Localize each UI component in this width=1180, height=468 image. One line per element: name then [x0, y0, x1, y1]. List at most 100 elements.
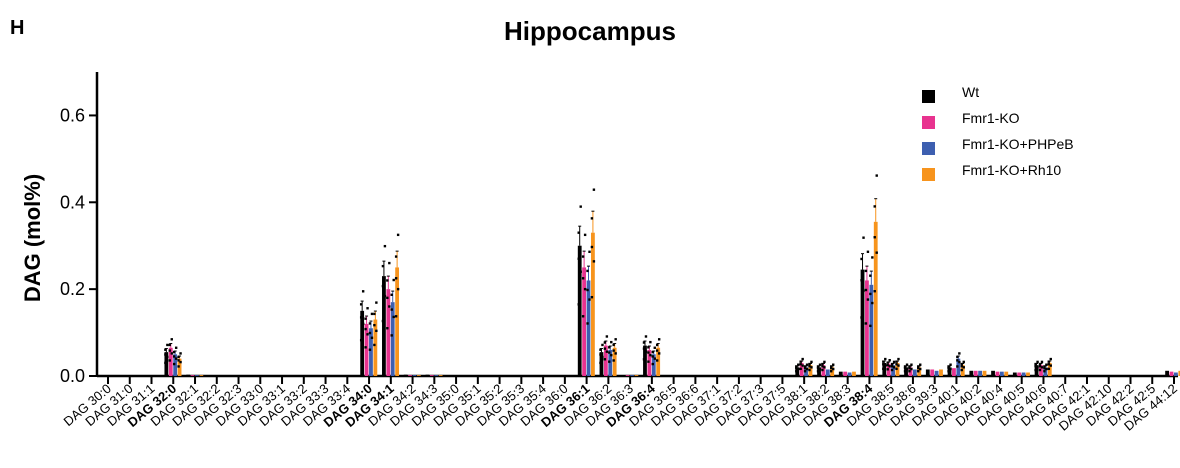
data-point	[799, 360, 802, 363]
data-point	[892, 360, 896, 364]
data-point	[655, 343, 659, 347]
data-point	[361, 322, 365, 326]
bar	[647, 349, 652, 376]
data-point	[174, 346, 178, 349]
data-point	[816, 366, 820, 370]
data-point	[364, 327, 367, 331]
legend-label: Fmr1-KO+Rh10	[962, 162, 1061, 178]
data-point	[373, 323, 376, 327]
data-point	[873, 205, 876, 208]
data-point	[359, 338, 363, 342]
data-point	[1034, 365, 1037, 368]
data-point	[903, 366, 907, 370]
bar	[930, 369, 935, 376]
data-point	[581, 315, 585, 318]
data-point	[590, 295, 594, 299]
data-point	[608, 360, 611, 363]
data-point	[581, 277, 585, 280]
data-point	[1038, 362, 1042, 366]
data-point	[605, 335, 609, 338]
bar	[369, 328, 373, 376]
bar	[1169, 371, 1174, 376]
data-point	[375, 329, 378, 333]
bar	[395, 267, 400, 376]
data-point	[392, 315, 395, 319]
bar	[995, 371, 1000, 376]
data-point	[821, 365, 824, 368]
data-point	[396, 233, 400, 237]
data-point	[808, 362, 811, 366]
data-point	[1045, 367, 1048, 371]
legend-swatch	[922, 142, 935, 155]
bar	[603, 345, 608, 376]
data-point	[649, 340, 652, 344]
bar	[1017, 372, 1022, 376]
data-point	[888, 365, 891, 368]
data-point	[805, 363, 809, 366]
data-point	[586, 288, 589, 292]
data-point	[830, 366, 833, 370]
data-point	[644, 350, 648, 353]
data-point	[962, 360, 965, 364]
data-point	[875, 174, 878, 177]
data-point	[919, 367, 922, 371]
data-point	[860, 257, 863, 261]
data-point	[592, 260, 596, 263]
data-point	[1049, 364, 1052, 367]
data-point	[958, 352, 961, 355]
data-point	[1038, 368, 1042, 372]
data-point	[917, 370, 920, 373]
data-point	[366, 333, 369, 336]
data-point	[603, 358, 607, 361]
data-point	[801, 364, 804, 367]
data-point	[657, 338, 661, 341]
data-point	[614, 338, 617, 341]
bar	[612, 347, 617, 376]
data-point	[903, 370, 907, 373]
data-point	[801, 357, 804, 361]
bar	[386, 289, 391, 376]
data-point	[583, 287, 587, 291]
data-point	[795, 366, 798, 370]
data-point	[164, 361, 167, 365]
data-point	[830, 365, 833, 368]
data-point	[164, 353, 167, 356]
data-point	[864, 269, 868, 273]
data-point	[655, 349, 659, 352]
data-point	[651, 350, 654, 354]
data-point	[579, 205, 582, 208]
bar	[843, 371, 848, 376]
data-point	[1034, 368, 1037, 372]
data-point	[795, 365, 798, 368]
data-point	[808, 368, 811, 372]
data-point	[590, 217, 594, 220]
data-point	[605, 350, 609, 353]
data-point	[917, 365, 920, 368]
data-point	[1036, 360, 1039, 364]
bar	[925, 369, 930, 376]
data-point	[370, 312, 374, 316]
data-point	[168, 359, 171, 362]
data-point	[610, 353, 613, 357]
data-point	[949, 363, 952, 366]
data-point	[166, 355, 169, 359]
data-point	[821, 362, 824, 366]
data-point	[651, 362, 654, 366]
data-point	[908, 366, 911, 370]
y-tick-label: 0.0	[60, 366, 85, 386]
data-point	[917, 366, 920, 370]
data-point	[884, 364, 887, 367]
data-point	[590, 245, 594, 249]
data-point	[577, 303, 580, 306]
data-point	[1043, 365, 1046, 368]
data-point	[795, 370, 798, 373]
data-point	[882, 360, 885, 363]
data-point	[168, 349, 171, 352]
data-point	[962, 366, 965, 369]
chart-title: Hippocampus	[504, 16, 676, 46]
bar	[999, 371, 1004, 376]
data-point	[373, 343, 376, 347]
bar	[973, 370, 978, 376]
data-point	[860, 279, 863, 282]
